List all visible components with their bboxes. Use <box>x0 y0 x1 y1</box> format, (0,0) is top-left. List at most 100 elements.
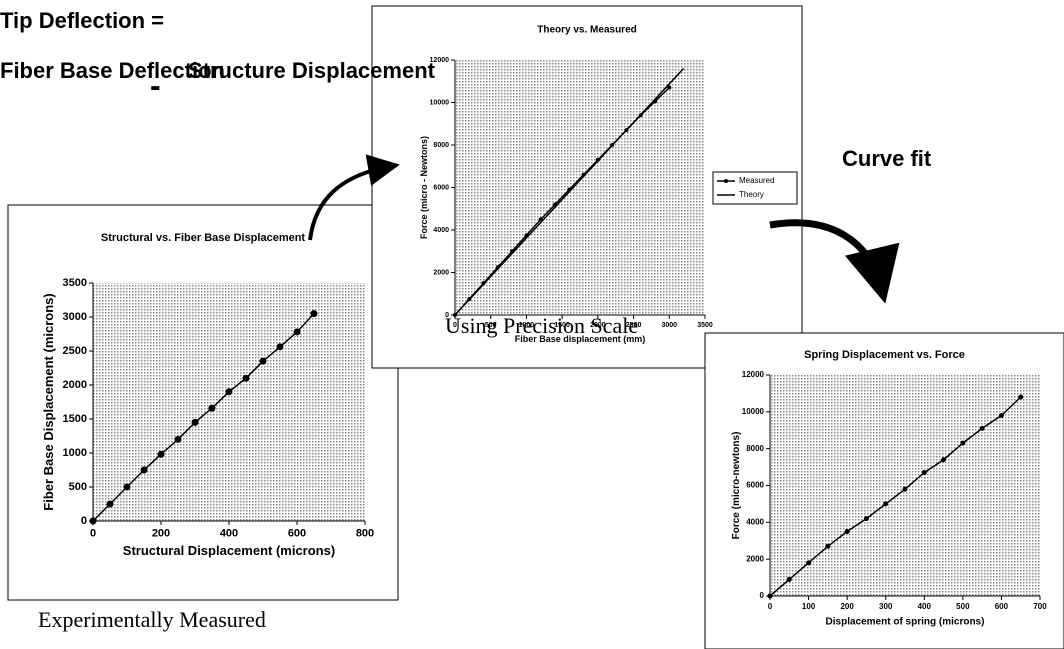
x-tick-label: 200 <box>840 602 854 611</box>
y-tick-label: 2000 <box>63 379 87 391</box>
data-point <box>1018 394 1024 400</box>
annotations: Tip Deflection = Fiber Base Deflection -… <box>0 8 932 632</box>
x-tick-label: 500 <box>485 322 497 329</box>
y-tick-label: 6000 <box>746 481 764 490</box>
legend-label: Theory <box>739 190 764 199</box>
data-point <box>89 517 97 525</box>
data-point <box>140 466 148 474</box>
plot-area <box>770 375 1040 596</box>
x-tick-label: 0 <box>90 528 96 540</box>
y-tick-label: 12000 <box>430 57 450 64</box>
x-tick-label: 400 <box>918 602 932 611</box>
y-tick-label: 1500 <box>63 413 87 425</box>
chart-title: Theory vs. Measured <box>537 25 636 36</box>
legend-marker <box>724 179 728 183</box>
chart-title: Spring Displacement vs. Force <box>804 349 965 361</box>
arrow <box>769 219 900 304</box>
data-point <box>538 217 543 222</box>
heading-right: Structure Displacement <box>188 58 436 83</box>
x-tick-label: 2000 <box>590 322 606 329</box>
data-point <box>242 374 250 382</box>
data-point <box>157 450 165 458</box>
data-point <box>225 388 233 396</box>
data-point <box>191 418 199 426</box>
charts: Structural vs. Fiber Base Displacement 0 5… <box>7 5 1064 649</box>
data-point <box>786 576 792 582</box>
y-axis-label: Force (micro - Newtons) <box>419 136 429 239</box>
x-axis-label: Structural Displacement (microns) <box>123 543 335 558</box>
data-line <box>454 67 685 316</box>
data-point <box>883 501 889 507</box>
y-tick-label: 10000 <box>742 407 765 416</box>
y-tick-label: 2500 <box>63 345 87 357</box>
data-point <box>667 85 672 90</box>
plot-area <box>455 60 705 315</box>
x-tick-label: 400 <box>220 528 238 540</box>
measured-label: Experimentally Measured <box>38 607 266 632</box>
y-tick-label: 12000 <box>742 370 765 379</box>
x-tick-label: 3500 <box>697 322 713 329</box>
x-axis-label: Displacement of spring (microns) <box>826 617 985 628</box>
y-tick-label: 2000 <box>433 269 449 276</box>
data-point <box>259 357 267 365</box>
heading: Tip Deflection = <box>0 8 164 33</box>
data-point <box>806 560 812 566</box>
y-tick-label: 8000 <box>433 142 449 149</box>
data-point <box>941 457 947 463</box>
data-point <box>123 483 131 491</box>
data-line <box>92 313 315 522</box>
x-tick-label: 600 <box>288 528 306 540</box>
plot-area <box>93 283 365 521</box>
precision-label: Using Precision Scale <box>445 313 638 338</box>
x-tick-label: 300 <box>879 602 893 611</box>
data-point <box>921 470 927 476</box>
data-point <box>998 413 1004 419</box>
legend <box>712 171 798 205</box>
x-tick-label: 500 <box>956 602 970 611</box>
x-tick-label: 600 <box>995 602 1009 611</box>
y-tick-label: 0 <box>445 312 449 319</box>
data-point <box>106 500 114 508</box>
y-tick-label: 4000 <box>746 517 764 526</box>
curve-fit: Curve fit <box>842 146 932 171</box>
y-tick-label: 0 <box>760 591 765 600</box>
x-tick-label: 800 <box>356 528 374 540</box>
x-tick-label: 0 <box>768 602 773 611</box>
y-tick-label: 2000 <box>746 554 764 563</box>
data-point <box>825 543 831 549</box>
y-tick-label: 4000 <box>433 227 449 234</box>
data-line <box>769 396 1022 597</box>
x-tick-label: 2500 <box>626 322 642 329</box>
y-tick-label: 10000 <box>430 99 450 106</box>
data-point <box>960 440 966 446</box>
legend-label: Measured <box>739 176 775 185</box>
heading-left: Fiber Base Deflection <box>0 58 225 83</box>
data-point <box>276 343 284 351</box>
data-point <box>310 310 318 318</box>
minus: - <box>150 67 161 103</box>
data-point <box>979 425 985 431</box>
y-tick-label: 1000 <box>63 447 87 459</box>
y-tick-label: 0 <box>81 515 87 527</box>
y-tick-label: 3000 <box>63 311 87 323</box>
data-point <box>293 328 301 336</box>
data-point <box>174 435 182 443</box>
chart-title: Structural vs. Fiber Base Displacement <box>101 232 306 244</box>
x-tick-label: 1500 <box>554 322 570 329</box>
x-tick-label: 700 <box>1033 602 1047 611</box>
y-tick-label: 3500 <box>63 277 87 289</box>
data-point <box>844 529 850 535</box>
x-tick-label: 200 <box>152 528 170 540</box>
x-tick-label: 3000 <box>661 322 677 329</box>
data-point <box>208 404 216 412</box>
y-axis-label: Fiber Base Displacement (microns) <box>41 293 56 510</box>
y-axis-label: Force (micro-newtons) <box>731 432 742 540</box>
x-tick-label: 1000 <box>519 322 535 329</box>
x-tick-label: 100 <box>802 602 816 611</box>
data-point <box>863 516 869 522</box>
y-tick-label: 6000 <box>433 184 449 191</box>
data-point <box>902 486 908 492</box>
arrow <box>308 154 400 241</box>
data-point <box>767 593 773 599</box>
